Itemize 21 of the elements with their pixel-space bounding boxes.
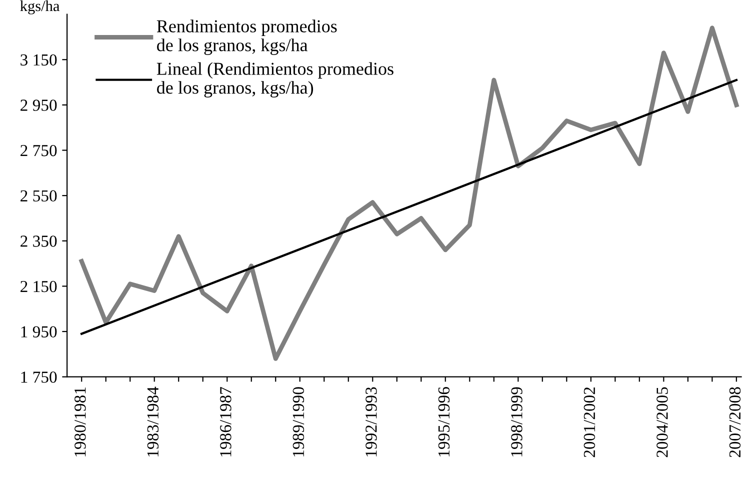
- legend-label: Rendimientos promedios de los granos, kgs/ha: [156, 20, 337, 55]
- y-tick-label: 3 150: [20, 54, 57, 66]
- x-tick-label: 1989/1990: [292, 387, 304, 456]
- y-tick-label: 2 750: [20, 144, 57, 156]
- y-tick-label: 2 150: [20, 280, 57, 292]
- x-tick-label: 1995/1996: [438, 387, 450, 456]
- y-tick-label: 2 350: [20, 236, 57, 247]
- x-tick-label: 2007/2008: [729, 387, 741, 458]
- legend-label: Lineal (Rendimientos promedios de los granos, kgs/ha): [156, 62, 394, 98]
- x-tick-label: 1980/1981: [74, 388, 86, 456]
- x-tick-label: 2004/2005: [656, 387, 668, 458]
- x-tick-label: 1983/1984: [147, 386, 159, 456]
- y-tick-label: 1 750: [21, 372, 57, 383]
- y-tick-label: 2 550: [20, 190, 57, 202]
- x-tick-label: 1998/1999: [511, 387, 522, 456]
- x-tick-label: 1992/1993: [366, 387, 377, 456]
- x-tick-label: 2001/2002: [584, 387, 596, 458]
- y-tick-label: 1 950: [21, 326, 57, 338]
- y-axis-title: kgs/ha: [20, 0, 60, 14]
- y-tick-label: 2 950: [20, 100, 57, 111]
- x-tick-label: 1986/1987: [220, 387, 232, 456]
